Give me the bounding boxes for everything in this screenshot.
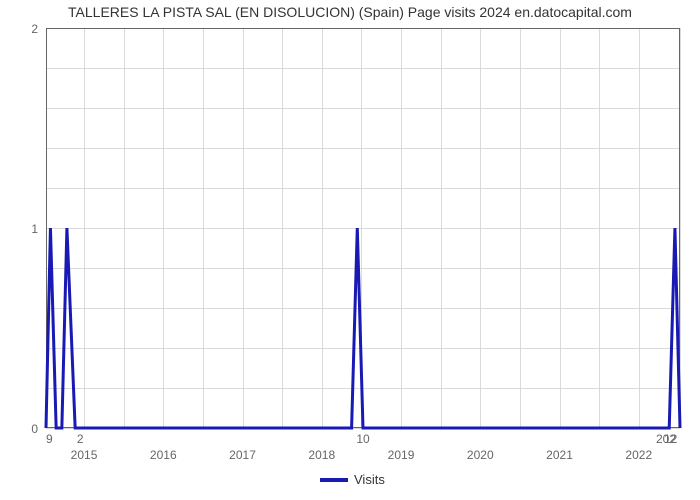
series-line xyxy=(46,28,680,428)
y-tick-label: 0 xyxy=(31,422,38,436)
x-tick-label: 2015 xyxy=(71,448,98,462)
legend: Visits xyxy=(320,472,385,487)
x-tick-label: 2018 xyxy=(308,448,335,462)
x-secondary-label: 2 xyxy=(77,432,84,446)
x-tick-label: 2017 xyxy=(229,448,256,462)
y-tick-label: 1 xyxy=(31,222,38,236)
chart-container: TALLERES LA PISTA SAL (EN DISOLUCION) (S… xyxy=(0,0,700,500)
legend-label: Visits xyxy=(354,472,385,487)
plot-area xyxy=(46,28,680,428)
x-tick-label: 2020 xyxy=(467,448,494,462)
y-tick-label: 2 xyxy=(31,22,38,36)
x-secondary-label: 202 xyxy=(656,432,676,446)
x-tick-label: 2016 xyxy=(150,448,177,462)
gridline-vertical xyxy=(680,28,681,428)
chart-title: TALLERES LA PISTA SAL (EN DISOLUCION) (S… xyxy=(0,4,700,20)
x-tick-label: 2021 xyxy=(546,448,573,462)
x-tick-label: 2019 xyxy=(388,448,415,462)
x-secondary-label: 10 xyxy=(356,432,369,446)
x-edge-label: 9 xyxy=(46,432,53,446)
legend-swatch xyxy=(320,478,348,482)
x-tick-label: 2022 xyxy=(625,448,652,462)
